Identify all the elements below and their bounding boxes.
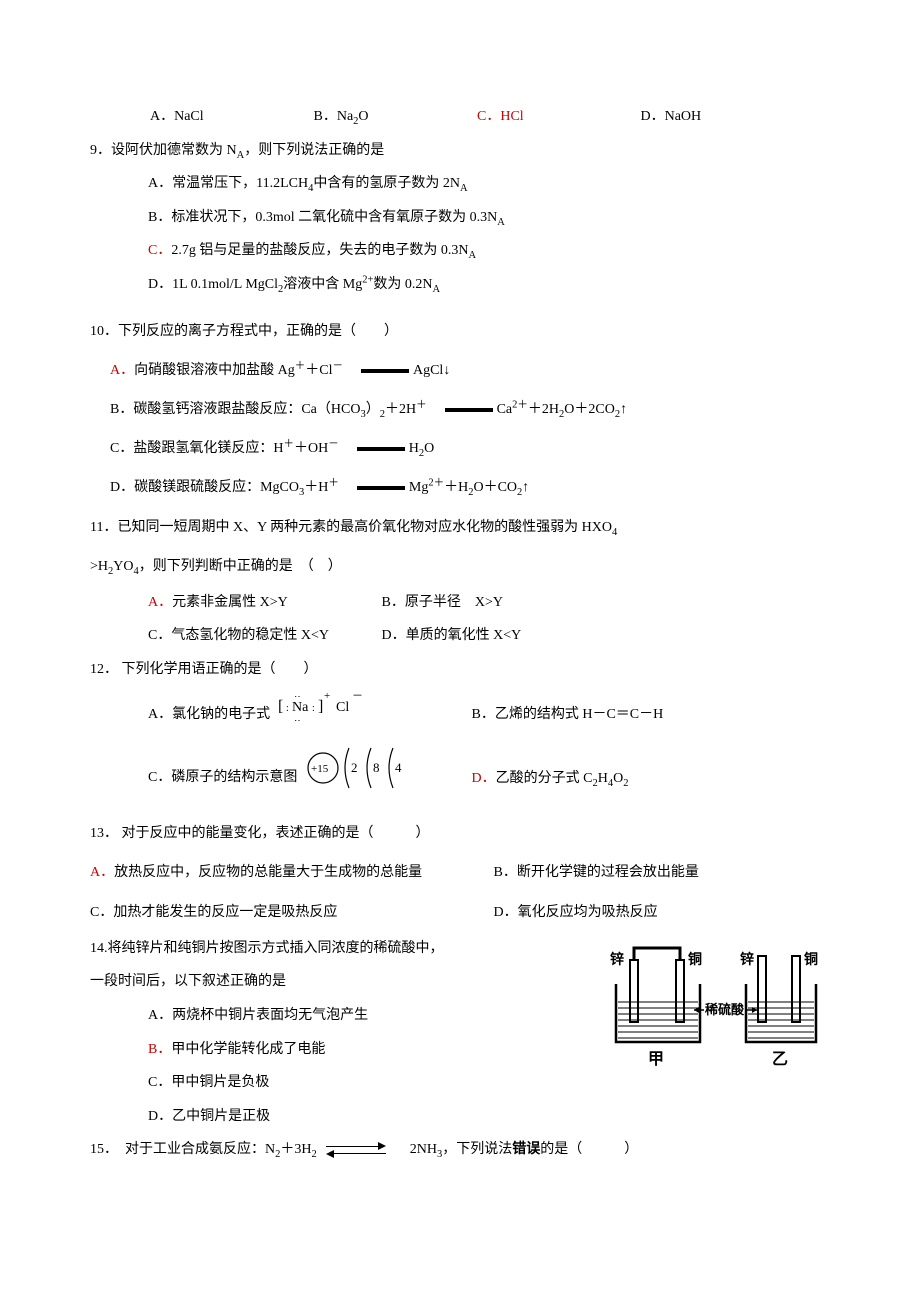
q10-opt-d: D．碳酸镁跟硫酸反应：MgCO3＋H＋ Mg2＋＋H2O＋CO2↑ (90, 468, 830, 507)
q11-stem-line2: >H2YO4，则下列判断中正确的是 （ ） (90, 547, 830, 586)
q11-opts-row1: A．元素非金属性 X>Y B．原子半径 X>Y (90, 586, 830, 620)
svg-text:稀硫酸: 稀硫酸 (705, 1002, 745, 1017)
q8-opt-b: B．Na2O (314, 100, 474, 134)
eq-arrow-icon (357, 486, 405, 490)
beaker-svg-icon: 锌 铜 甲 (600, 932, 830, 1082)
q13-opt-d: D．氧化反应均为吸热反应 (494, 893, 658, 932)
nacl-svg-icon: [ ‥ : Na : ‥ ] + Cl － (278, 687, 366, 723)
svg-text:‥: ‥ (294, 689, 301, 700)
q11-opt-a: A．元素非金属性 X>Y (148, 586, 378, 620)
q13-opt-c: C．加热才能发生的反应一定是吸热反应 (90, 893, 490, 932)
svg-text:锌: 锌 (740, 951, 754, 968)
svg-text:]: ] (318, 698, 323, 715)
q10-opt-b: B．碳酸氢钙溶液跟盐酸反应：Ca（HCO3）2＋2H＋ Ca2＋＋2H2O＋2C… (90, 390, 830, 429)
svg-text::: : (286, 703, 289, 714)
svg-text:铜: 铜 (688, 951, 702, 968)
svg-text:‥: ‥ (294, 713, 301, 723)
svg-text:铜: 铜 (804, 951, 818, 968)
eq-arrow-icon (361, 369, 409, 373)
svg-text:+15: +15 (311, 763, 329, 775)
svg-text::: : (312, 703, 315, 714)
q8-opt-c: C．HCl (477, 100, 637, 134)
eq-arrow-icon (357, 447, 405, 451)
q9-stem: 9．设阿伏加德常数为 NA，则下列说法正确的是 (90, 134, 830, 168)
q13-opts-row1: A．放热反应中，反应物的总能量大于生成物的总能量 B．断开化学键的过程会放出能量 (90, 853, 830, 892)
q12-opt-d: D．乙酸的分子式 C2H4O2 (472, 757, 629, 802)
q11-stem-line1: 11．已知同一短周期中 X、Y 两种元素的最高价氧化物对应水化物的酸性强弱为 H… (90, 508, 830, 547)
q14-opt-d: D．乙中铜片是正极 (90, 1100, 830, 1134)
svg-text:乙: 乙 (772, 1051, 788, 1068)
q8-opt-d: D．NaOH (641, 100, 702, 134)
svg-text:+: + (324, 690, 330, 702)
q12-opt-b: B．乙烯的结构式 H－C＝C－H (472, 693, 664, 738)
q8-options: A．NaCl B．Na2O C．HCl D．NaOH (90, 100, 830, 134)
svg-text:锌: 锌 (610, 951, 624, 968)
q10-stem: 10．下列反应的离子方程式中，正确的是（ ） (90, 312, 830, 351)
q12-opt-a: A．氯化钠的电子式 [ ‥ : Na : ‥ ] + Cl － (148, 687, 468, 743)
svg-text:2: 2 (351, 760, 358, 775)
q12-opts-row2: C．磷原子的结构示意图 +15 2 8 4 D．乙酸的分子式 C2H4O2 (90, 742, 830, 814)
q13-stem: 13． 对于反应中的能量变化，表述正确的是（ ） (90, 814, 830, 853)
reversible-arrow-icon (326, 1143, 386, 1157)
q15-stem: 15． 对于工业合成氨反应：N2＋3H2 2NH3，下列说法错误的是（ ） (90, 1133, 830, 1167)
q11-opt-c: C．气态氢化物的稳定性 X<Y (148, 619, 378, 653)
q10-opt-c: C．盐酸跟氢氧化镁反应：H＋＋OH－ H2O (90, 429, 830, 468)
atom-svg-icon: +15 2 8 4 (305, 742, 415, 794)
q11-opt-b: B．原子半径 X>Y (382, 586, 503, 620)
nacl-lewis-formula: [ ‥ : Na : ‥ ] + Cl － (278, 687, 366, 743)
q13-opts-row2: C．加热才能发生的反应一定是吸热反应 D．氧化反应均为吸热反应 (90, 893, 830, 932)
svg-text:4: 4 (395, 760, 402, 775)
q12-opt-c: C．磷原子的结构示意图 +15 2 8 4 (148, 742, 468, 814)
q9-opt-a: A．常温常压下，11.2LCH4中含有的氢原子数为 2NA (90, 167, 830, 201)
q9-opt-c: C．2.7g 铝与足量的盐酸反应，失去的电子数为 0.3NA (90, 234, 830, 268)
eq-arrow-icon (445, 408, 493, 412)
phosphorus-atom-diagram: +15 2 8 4 (305, 742, 415, 814)
q10-opt-a: A．向硝酸银溶液中加盐酸 Ag＋＋Cl－ AgCl↓ (90, 351, 830, 390)
q12-opts-row1: A．氯化钠的电子式 [ ‥ : Na : ‥ ] + Cl － B．乙烯的结构式… (90, 687, 830, 743)
q13-opt-b: B．断开化学键的过程会放出能量 (494, 853, 699, 892)
q11-opt-d: D．单质的氧化性 X<Y (382, 619, 522, 653)
svg-text:－: － (352, 690, 363, 702)
svg-text:[: [ (278, 698, 283, 715)
q9-opt-d: D．1L 0.1mol/L MgCl2溶液中含 Mg2+数为 0.2NA (90, 268, 830, 302)
svg-text:8: 8 (373, 760, 380, 775)
q15-bold-word: 错误 (512, 1142, 540, 1157)
q8-opt-a: A．NaCl (150, 100, 310, 134)
q12-stem: 12． 下列化学用语正确的是（ ） (90, 653, 830, 687)
q14-block: 锌 铜 甲 (90, 932, 830, 1134)
q11-opts-row2: C．气态氢化物的稳定性 X<Y D．单质的氧化性 X<Y (90, 619, 830, 653)
q13-opt-a: A．放热反应中，反应物的总能量大于生成物的总能量 (90, 853, 490, 892)
svg-text:Cl: Cl (336, 700, 349, 715)
q14-beaker-diagram: 锌 铜 甲 (600, 932, 830, 1096)
q9-opt-b: B．标准状况下，0.3mol 二氧化硫中含有氧原子数为 0.3NA (90, 201, 830, 235)
svg-text:甲: 甲 (648, 1050, 664, 1068)
